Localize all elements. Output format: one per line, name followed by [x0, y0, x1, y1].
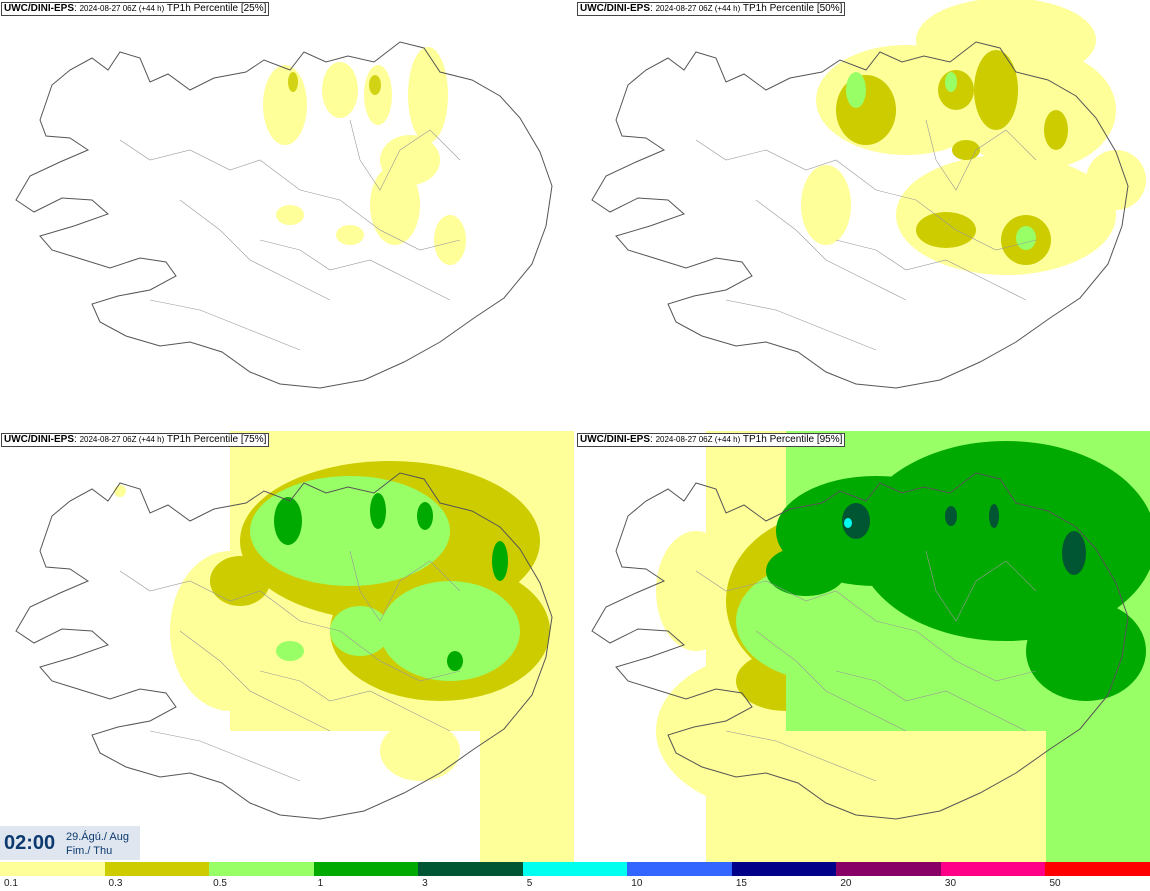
panel-label: UWC/DINI-EPS: 2024-08-27 06Z (+44 h) TP1… — [1, 433, 270, 447]
precip-field-light — [263, 47, 466, 265]
legend-tick-label: 0.1 — [4, 878, 18, 889]
legend-tick-label: 10 — [631, 878, 643, 889]
valid-time-box: 02:00 29.Ágú./ Aug Fim./ Thu — [0, 826, 140, 860]
legend-swatch — [836, 862, 941, 876]
model-name: UWC/DINI-EPS — [580, 434, 650, 445]
panel-label: UWC/DINI-EPS: 2024-08-27 06Z (+44 h) TP1… — [577, 433, 846, 447]
model-name: UWC/DINI-EPS — [4, 434, 74, 445]
precip-map-p95 — [591, 431, 1150, 862]
legend-swatch — [0, 862, 105, 876]
precip-field-extreme — [842, 503, 1086, 575]
map-panel-p50: UWC/DINI-EPS: 2024-08-27 06Z (+44 h) TP1… — [576, 0, 1150, 431]
precip-map-p25 — [15, 41, 553, 389]
precip-field-high — [250, 476, 520, 681]
valid-date: 29.Ágú./ Aug — [66, 831, 129, 843]
precip-map-p50 — [591, 0, 1146, 389]
valid-day: Fim./ Thu — [66, 845, 113, 857]
precip-map-p75 — [15, 431, 574, 862]
field-name: TP1h Percentile [75%] — [166, 434, 267, 445]
legend-swatch — [418, 862, 523, 876]
run-info: 2024-08-27 06Z (+44 h) — [655, 4, 741, 13]
run-info: 2024-08-27 06Z (+44 h) — [79, 4, 165, 13]
model-name: UWC/DINI-EPS — [4, 3, 74, 14]
legend-tick-label: 1 — [317, 878, 324, 889]
legend-swatch — [1045, 862, 1150, 876]
legend-swatch — [940, 862, 1046, 876]
legend-tick-label: 20 — [840, 878, 852, 889]
legend-tick-label: 0.3 — [108, 878, 123, 889]
panel-separator — [574, 0, 576, 862]
legend-tick-label: 0.5 — [213, 878, 227, 889]
legend-tick-label: 5 — [526, 878, 533, 889]
field-name: TP1h Percentile [95%] — [742, 434, 843, 445]
panel-label: UWC/DINI-EPS: 2024-08-27 06Z (+44 h) TP1… — [1, 2, 270, 16]
legend-swatch — [104, 862, 210, 876]
legend-swatches — [0, 862, 1150, 876]
run-info: 2024-08-27 06Z (+44 h) — [79, 435, 165, 444]
legend-swatch — [731, 862, 837, 876]
map-panel-p25: UWC/DINI-EPS: 2024-08-27 06Z (+44 h) TP1… — [0, 0, 574, 431]
valid-time: 02:00 — [4, 832, 56, 854]
legend-tick-label: 3 — [422, 878, 428, 889]
legend-tick-label: 15 — [735, 878, 747, 889]
precip-field-very-high — [274, 493, 508, 671]
field-name: TP1h Percentile [50%] — [742, 3, 843, 14]
precip-field-medium — [288, 72, 381, 95]
precip-field-very-high — [766, 441, 1150, 701]
legend-swatch — [209, 862, 314, 876]
panel-label: UWC/DINI-EPS: 2024-08-27 06Z (+44 h) TP1… — [577, 2, 846, 16]
color-legend: 0.1 0.3 0.5 1 3 5 10 15 20 30 50 — [0, 862, 1150, 891]
model-name: UWC/DINI-EPS — [580, 3, 650, 14]
legend-tick-label: 50 — [1049, 878, 1061, 889]
legend-swatch — [522, 862, 628, 876]
legend-tick-label: 30 — [944, 878, 957, 889]
legend-swatch — [313, 862, 419, 876]
field-name: TP1h Percentile [25%] — [166, 3, 267, 14]
precip-field-peak — [844, 518, 852, 528]
run-info: 2024-08-27 06Z (+44 h) — [655, 435, 741, 444]
map-panel-p75: UWC/DINI-EPS: 2024-08-27 06Z (+44 h) TP1… — [0, 431, 574, 862]
map-panel-p95: UWC/DINI-EPS: 2024-08-27 06Z (+44 h) TP1… — [576, 431, 1150, 862]
legend-swatch — [627, 862, 732, 876]
